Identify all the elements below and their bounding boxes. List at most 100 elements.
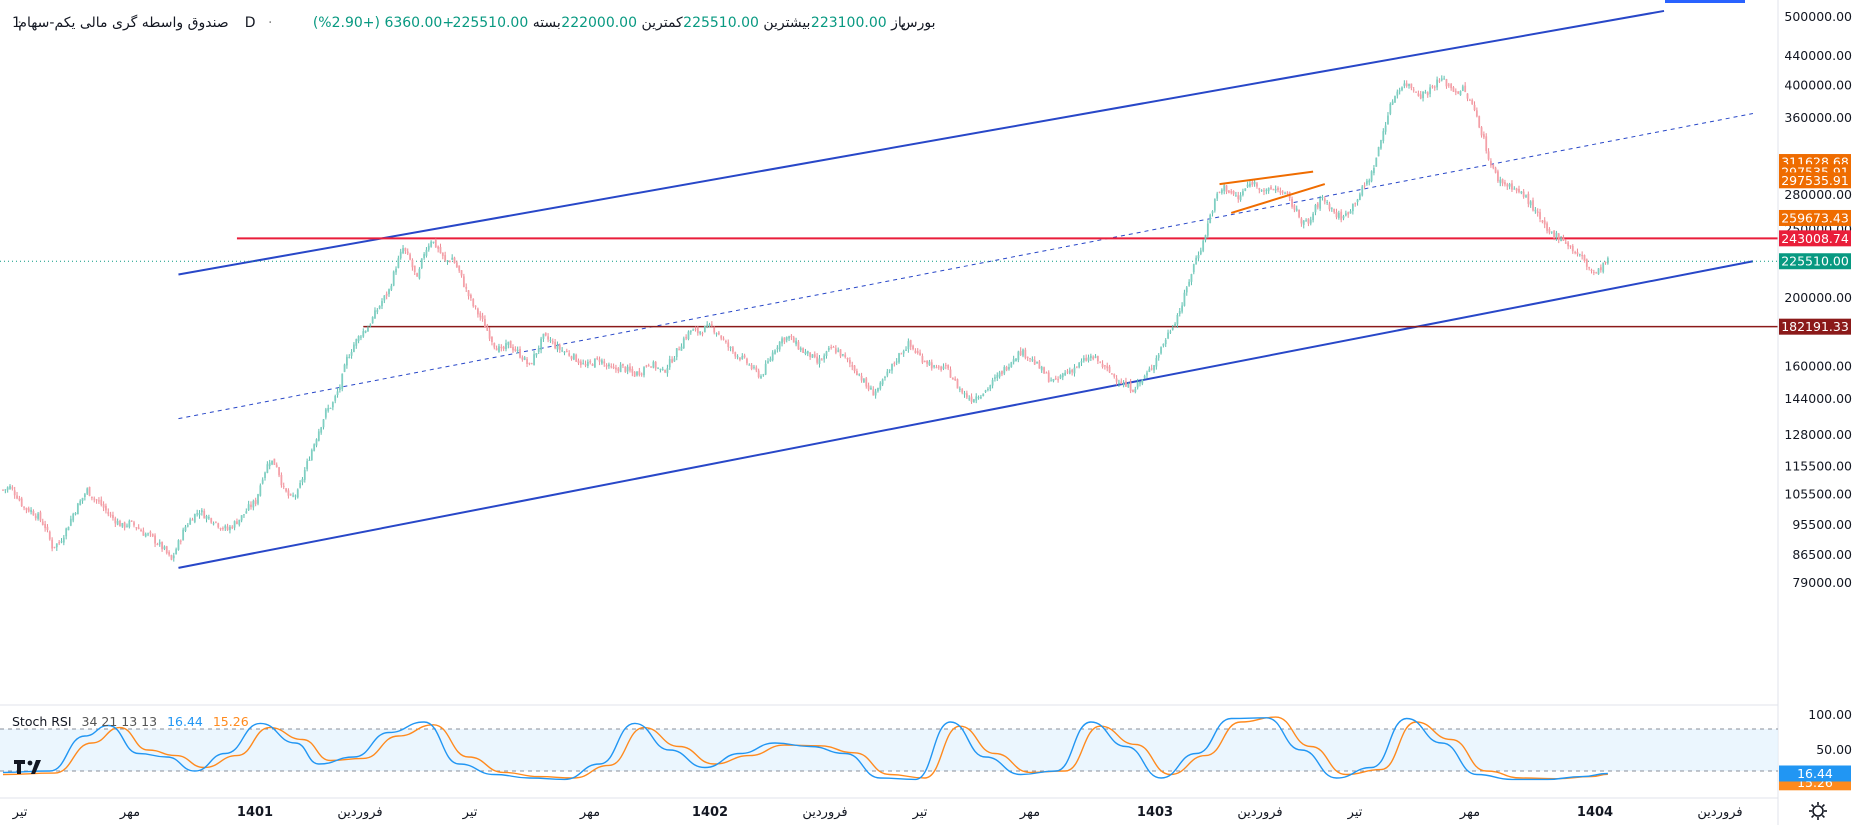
candle	[799, 346, 802, 353]
candle-body	[1548, 229, 1551, 233]
candle-body	[664, 369, 666, 373]
candle-body	[1052, 379, 1055, 382]
candle	[1183, 289, 1186, 307]
candle	[593, 358, 596, 368]
candle	[207, 514, 210, 520]
candle	[1588, 266, 1591, 271]
candle	[533, 350, 535, 366]
candle-body	[374, 310, 376, 319]
candle	[346, 354, 348, 369]
price-badges: 311628.68297535.91297535.91259673.432430…	[1779, 154, 1851, 335]
candle	[247, 500, 250, 511]
candle-body	[760, 376, 762, 379]
settings-gear-icon[interactable]	[1809, 802, 1827, 820]
candle	[1412, 87, 1415, 93]
candle-body	[1422, 91, 1424, 99]
candle	[133, 520, 135, 528]
candle	[481, 312, 484, 322]
candle	[1525, 194, 1527, 199]
candle	[933, 364, 936, 369]
candle-body	[558, 344, 561, 350]
candle	[1005, 365, 1008, 372]
candle	[692, 328, 695, 331]
candle	[30, 507, 32, 515]
candle	[652, 360, 655, 369]
candle	[163, 545, 166, 551]
price-axis[interactable]: 500000.00 440000.00 400000.00 360000.00 2800…	[1777, 0, 1852, 825]
price-badge-label: 243008.74	[1781, 231, 1849, 246]
candle-body	[484, 318, 486, 328]
candle	[703, 325, 706, 333]
candle	[289, 493, 292, 496]
candle-body	[51, 539, 54, 549]
candle-body	[678, 349, 681, 351]
candle	[1232, 190, 1235, 196]
stoch-title: Stoch RSI	[12, 714, 72, 729]
candle	[575, 353, 578, 362]
candle-body	[570, 356, 573, 359]
candle	[1518, 185, 1520, 194]
price-pane[interactable]	[0, 0, 1778, 705]
candle	[970, 393, 973, 404]
stoch-legend[interactable]: Stoch RSI 34 21 13 13 16.44 15.26	[12, 714, 249, 729]
drawing-lines	[0, 9, 1778, 569]
candle	[1356, 198, 1359, 206]
stoch-d-value: 15.26	[213, 714, 249, 729]
candle	[455, 260, 458, 268]
candle-body	[137, 527, 140, 529]
candle-body	[1501, 179, 1504, 184]
price-tick-label: 500000.00	[1784, 9, 1852, 24]
candle-body	[1602, 262, 1605, 272]
candle-body	[512, 347, 514, 351]
symbol-name[interactable]: صندوق واسطه گری مالی یکم-سهام	[18, 14, 228, 31]
candle-body	[119, 520, 121, 527]
price-pane-bg	[0, 0, 1778, 705]
candle	[413, 265, 416, 276]
candle	[736, 354, 739, 360]
time-label: فروردین	[337, 805, 382, 820]
candle	[863, 377, 865, 383]
candle-body	[902, 351, 905, 354]
candle	[940, 365, 943, 372]
candle-body	[523, 357, 526, 360]
candle	[926, 360, 928, 368]
candle-body	[1302, 220, 1305, 225]
time-axis[interactable]: تیر مهر 1401 فروردین تیر مهر 1402 فروردین تیر مهر…	[0, 797, 1778, 820]
candle	[151, 533, 154, 538]
candle-body	[367, 327, 369, 332]
candle	[1029, 357, 1031, 363]
candle	[1337, 210, 1340, 220]
candle-body	[1132, 390, 1134, 392]
candle-body	[4, 489, 7, 491]
candle-body	[250, 504, 252, 508]
candle	[420, 258, 423, 270]
candle	[91, 496, 93, 501]
candle	[1157, 353, 1160, 361]
candle	[493, 342, 496, 350]
candle	[1604, 261, 1607, 265]
candle	[694, 326, 697, 332]
tradingview-logo-icon[interactable]	[14, 760, 41, 774]
candle-body	[74, 512, 77, 515]
candle-body	[645, 365, 648, 367]
candle-body	[1468, 99, 1471, 101]
candle	[226, 523, 229, 531]
candle	[905, 346, 907, 351]
candle-body	[1118, 382, 1120, 384]
candle-body	[1314, 205, 1317, 213]
candle	[303, 467, 306, 483]
candle-body	[317, 431, 320, 441]
candle-body	[177, 540, 180, 550]
candle	[1595, 271, 1598, 274]
candle-body	[168, 552, 171, 555]
candle-body	[1050, 380, 1052, 382]
candle	[1073, 364, 1076, 377]
candle-body	[154, 535, 156, 544]
candle	[229, 524, 231, 534]
candle	[956, 378, 959, 389]
candle	[505, 339, 507, 352]
candle	[1347, 211, 1350, 218]
candle-body	[650, 366, 652, 368]
candle-body	[1033, 359, 1036, 365]
